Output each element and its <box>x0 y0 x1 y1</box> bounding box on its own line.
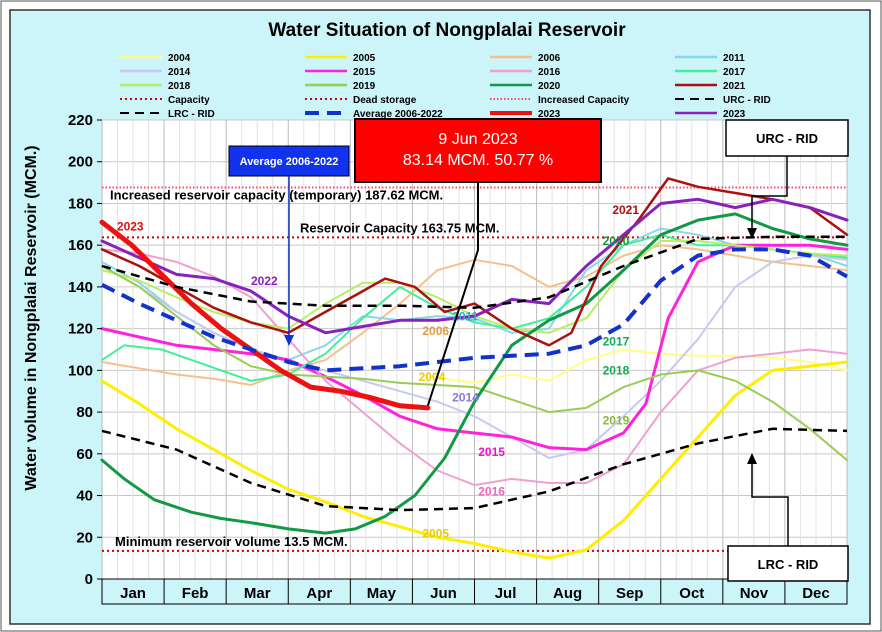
legend: 2004 2005 2006 2011 2014 2015 2016 2017 2018 2019… <box>120 53 771 120</box>
lrc-pointer-line <box>751 460 789 546</box>
grid <box>101 119 848 580</box>
legend-label-2004-0: 2004 <box>168 53 191 64</box>
legend-label-urc-rid-15: URC - RID <box>723 95 771 106</box>
series-label-2023: 2023 <box>117 220 144 234</box>
series-line-2004 <box>428 348 848 384</box>
series-group <box>99 177 849 560</box>
series-label-2006: 2006 <box>422 324 449 338</box>
legend-label-2016-6: 2016 <box>538 67 561 78</box>
y-tick-label-20: 20 <box>76 529 93 546</box>
series-label-2020: 2020 <box>603 234 630 248</box>
lrc-box-label: LRC - RID <box>758 557 819 572</box>
series-line-lrc-rid <box>101 427 848 512</box>
legend-label-2020-10: 2020 <box>538 81 561 92</box>
series-label-2004: 2004 <box>419 370 446 384</box>
x-axis: Jan Feb Mar Apr May Jun Jul Aug Sep Oct Nov Dec <box>101 578 848 605</box>
series-label-2018: 2018 <box>603 364 630 378</box>
x-tick-label-jan: Jan <box>120 585 146 602</box>
y-tick-label-160: 160 <box>68 237 93 254</box>
y-tick-label-220: 220 <box>68 112 93 129</box>
y-axis: 0 20 40 60 80 100 120 140 160 180 200 220 <box>68 112 102 588</box>
x-tick-label-nov: Nov <box>740 585 769 602</box>
y-tick-label-180: 180 <box>68 195 93 212</box>
x-tick-label-aug: Aug <box>553 585 582 602</box>
legend-label-2018-8: 2018 <box>168 81 191 92</box>
legend-label-dead-storage-13: Dead storage <box>353 95 417 106</box>
y-tick-label-200: 200 <box>68 154 93 171</box>
chart-title: Water Situation of Nongplalai Reservoir <box>268 20 626 41</box>
series-label-2014: 2014 <box>452 391 479 405</box>
series-line-2014 <box>101 254 848 459</box>
legend-label-2015-5: 2015 <box>353 67 376 78</box>
series-label-2017: 2017 <box>603 334 630 348</box>
series-line-2017 <box>101 233 848 382</box>
current-date-text: 9 Jun 2023 <box>438 131 517 148</box>
annotations: 9 Jun 2023 83.14 MCM. 50.77 % Average 20… <box>228 118 849 582</box>
y-tick-label-40: 40 <box>76 488 93 505</box>
x-tick-label-jun: Jun <box>430 585 457 602</box>
urc-box-label: URC - RID <box>756 131 818 146</box>
lrc-arrow-head <box>747 453 757 464</box>
legend-label-2005-1: 2005 <box>353 53 376 64</box>
x-tick-label-may: May <box>367 585 397 602</box>
average-box-label: Average 2006-2022 <box>240 156 339 168</box>
series-line-average-2006-2022 <box>101 247 848 373</box>
legend-label-2006-2: 2006 <box>538 53 561 64</box>
legend-label-increased-capacity-14: Increased Capacity <box>538 95 630 106</box>
x-tick-label-oct: Oct <box>679 585 704 602</box>
series-line-urc-rid <box>101 235 847 310</box>
current-value-box <box>354 118 602 183</box>
series-line-2021 <box>100 177 849 347</box>
urc-pointer-line <box>751 156 788 232</box>
y-tick-label-80: 80 <box>76 404 93 421</box>
series-line-2005 <box>100 360 849 560</box>
legend-label-2017-7: 2017 <box>723 67 746 78</box>
series-line-2022 <box>100 197 849 335</box>
ref-label-capacity: Reservoir Capacity 163.75 MCM. <box>300 220 499 235</box>
legend-label-average-2006-2022-17: Average 2006-2022 <box>353 109 443 120</box>
legend-label-2019-9: 2019 <box>353 81 376 92</box>
y-tick-label-120: 120 <box>68 321 93 338</box>
current-volume-text: 83.14 MCM. 50.77 % <box>403 152 553 169</box>
series-line-2019 <box>101 265 848 462</box>
x-tick-label-apr: Apr <box>306 585 332 602</box>
legend-label-2011-3: 2011 <box>723 53 745 64</box>
legend-label-2023-19: 2023 <box>723 109 746 120</box>
urc-arrow-head <box>747 228 757 239</box>
urc-box <box>725 119 849 157</box>
x-tick-label-mar: Mar <box>244 585 271 602</box>
series-label-2019: 2019 <box>603 414 630 428</box>
ref-label-dead-storage: Minimum reservoir volume 13.5 MCM. <box>115 534 348 549</box>
series-label-2021: 2021 <box>612 203 639 217</box>
average-arrow-head <box>284 335 294 346</box>
current-pointer-line <box>426 182 479 406</box>
series-label-2016: 2016 <box>478 485 505 499</box>
legend-label-lrc-rid-16: LRC - RID <box>168 109 215 120</box>
ref-label-increased-capacity: Increased reservoir capacity (temporary)… <box>110 188 443 203</box>
y-axis-label: Water volume in Nongplalai Reservoir (MC… <box>23 145 40 490</box>
x-tick-label-dec: Dec <box>802 585 830 602</box>
x-tick-label-feb: Feb <box>182 585 209 602</box>
legend-label-2023-18: 2023 <box>538 109 561 120</box>
series-label-2022: 2022 <box>251 274 278 288</box>
series-label-2005: 2005 <box>422 526 449 540</box>
x-tick-label-jul: Jul <box>495 585 517 602</box>
legend-label-capacity-12: Capacity <box>168 95 210 106</box>
series-line-2020 <box>100 212 849 535</box>
average-box <box>228 145 350 177</box>
y-tick-label-100: 100 <box>68 362 93 379</box>
y-tick-label-140: 140 <box>68 279 93 296</box>
y-tick-label-60: 60 <box>76 446 93 463</box>
series-line-2023 <box>99 219 431 411</box>
legend-label-2014-4: 2014 <box>168 67 191 78</box>
annotation-arrows <box>284 156 789 546</box>
legend-label-2021-11: 2021 <box>723 81 746 92</box>
x-tick-label-sep: Sep <box>616 585 644 602</box>
y-tick-label-0: 0 <box>85 571 93 588</box>
series-label-2015: 2015 <box>478 445 505 459</box>
